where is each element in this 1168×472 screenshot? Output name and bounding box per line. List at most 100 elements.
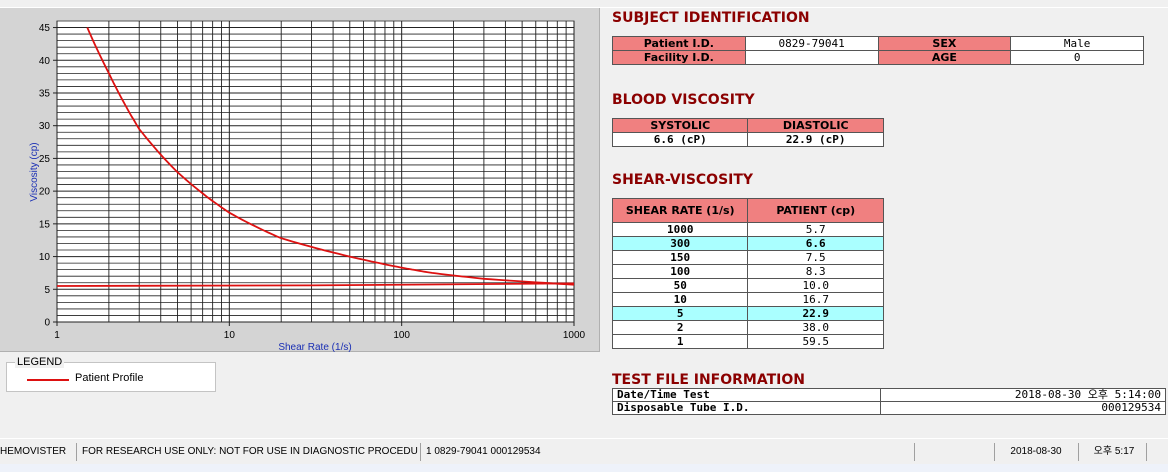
table-row: 1000 5.7 [611,222,884,237]
table-row: 1 59.5 [611,334,884,349]
shear-rate-header: SHEAR RATE (1/s) [611,198,749,223]
chart-grid [56,21,575,323]
status-notice: FOR RESEARCH USE ONLY: NOT FOR USE IN DI… [82,446,418,457]
datetime-label: Date/Time Test [612,388,881,402]
y-tick-label: 5 [44,285,50,296]
status-date: 2018-08-30 [1010,446,1062,457]
rate-cell: 5 [611,306,749,321]
diastolic-label: DIASTOLIC [747,118,884,133]
sex-value: Male [1010,36,1144,51]
y-tick-label: 10 [39,252,51,263]
rate-cell: 100 [611,264,749,279]
status-record: 1 0829-79041 000129534 [426,446,541,457]
shear-table: SHEAR RATE (1/s) PATIENT (cp) 1000 5.7 30… [611,198,884,349]
y-tick-label: 20 [39,187,51,198]
legend: LEGEND Patient Profile [6,356,216,392]
legend-label: Patient Profile [75,372,144,384]
table-row: 300 6.6 [611,236,884,251]
value-cell: 38.0 [747,320,884,335]
table-row: 50 10.0 [611,278,884,293]
rate-cell: 1 [611,334,749,349]
status-separator [914,443,915,461]
diastolic-value: 22.9 (cP) [747,132,884,147]
y-tick-label: 30 [39,121,51,132]
blood-value-row: 6.6 (cP) 22.9 (cP) [611,132,884,147]
age-label: AGE [877,50,1012,65]
table-row: 5 22.9 [611,306,884,321]
y-tick-label: 25 [39,154,51,165]
chart-ticks: 0 5 10 15 20 25 30 35 40 45 1 10 100 1000 [39,23,586,341]
status-bar: HEMOVISTER FOR RESEARCH USE ONLY: NOT FO… [0,438,1168,464]
chart-lines [56,27,575,287]
shear-title: SHEAR-VISCOSITY [612,172,754,188]
age-value: 0 [1010,50,1144,65]
x-axis-label: Shear Rate (1/s) [278,342,351,352]
rate-cell: 10 [611,292,749,307]
datetime-row: Date/Time Test 2018-08-30 오후 5:14:00 [612,388,1166,402]
shear-header-row: SHEAR RATE (1/s) PATIENT (cp) [611,198,884,223]
status-separator [1146,443,1147,461]
viscosity-chart: 0 5 10 15 20 25 30 35 40 45 1 10 100 1000 Shear Rate … [29,20,586,352]
y-axis-label: Viscosity (cp) [29,142,40,201]
value-cell: 7.5 [747,250,884,265]
x-tick-label: 100 [393,330,410,341]
systolic-value: 6.6 (cP) [611,132,749,147]
legend-line-swatch [27,379,69,381]
patient-header: PATIENT (cp) [747,198,884,223]
patient-id-label: Patient I.D. [612,36,746,51]
table-row: 2 38.0 [611,320,884,335]
blood-header-row: SYSTOLIC DIASTOLIC [611,118,884,133]
tube-value: 000129534 [880,401,1166,415]
report-panel: SUBJECT IDENTIFICATION Patient I.D. 0829… [610,8,1166,418]
subject-row-1: Patient I.D. 0829-79041 SEX Male [612,36,1144,51]
status-separator [420,443,421,461]
x-tick-label: 1000 [563,330,586,341]
sex-label: SEX [877,36,1012,51]
legend-caption: LEGEND [15,356,65,368]
value-cell: 22.9 [747,306,884,321]
x-tick-label: 10 [224,330,236,341]
y-tick-label: 45 [39,23,51,34]
y-tick-label: 35 [39,88,51,99]
rate-cell: 2 [611,320,749,335]
value-cell: 8.3 [747,264,884,279]
table-row: 150 7.5 [611,250,884,265]
viscosity-chart-panel: 0 5 10 15 20 25 30 35 40 45 1 10 100 1000 Shear Rate … [0,8,600,352]
patient-profile-line [86,27,575,286]
subject-row-2: Facility I.D. AGE 0 [612,50,1144,65]
patient-id-value: 0829-79041 [744,36,879,51]
rate-cell: 1000 [611,222,749,237]
tube-label: Disposable Tube I.D. [612,401,881,415]
value-cell: 5.7 [747,222,884,237]
value-cell: 6.6 [747,236,884,251]
blood-table: SYSTOLIC DIASTOLIC 6.6 (cP) 22.9 (cP) [611,118,884,147]
blood-title: BLOOD VISCOSITY [612,92,755,108]
testfile-title: TEST FILE INFORMATION [612,372,805,388]
rate-cell: 300 [611,236,749,251]
systolic-label: SYSTOLIC [611,118,749,133]
subject-table: Patient I.D. 0829-79041 SEX Male Facilit… [612,36,1144,65]
rate-cell: 150 [611,250,749,265]
value-cell: 16.7 [747,292,884,307]
rate-cell: 50 [611,278,749,293]
y-tick-label: 40 [39,56,51,67]
x-tick-label: 1 [54,330,60,341]
table-row: 100 8.3 [611,264,884,279]
table-row: 10 16.7 [611,292,884,307]
status-separator [1078,443,1079,461]
y-tick-label: 0 [44,318,50,329]
status-time: 오후 5:17 [1093,446,1135,457]
baseline-line [56,282,575,287]
facility-label: Facility I.D. [612,50,746,65]
y-tick-label: 15 [39,219,51,230]
facility-value [744,50,879,65]
bottom-strip [0,464,1168,472]
tube-row: Disposable Tube I.D. 000129534 [612,401,1166,415]
subject-title: SUBJECT IDENTIFICATION [612,10,810,26]
top-strip [0,0,1168,8]
value-cell: 10.0 [747,278,884,293]
status-app-name: HEMOVISTER [0,446,67,457]
status-separator [994,443,995,461]
testfile-table: Date/Time Test 2018-08-30 오후 5:14:00 Dis… [612,388,1166,415]
